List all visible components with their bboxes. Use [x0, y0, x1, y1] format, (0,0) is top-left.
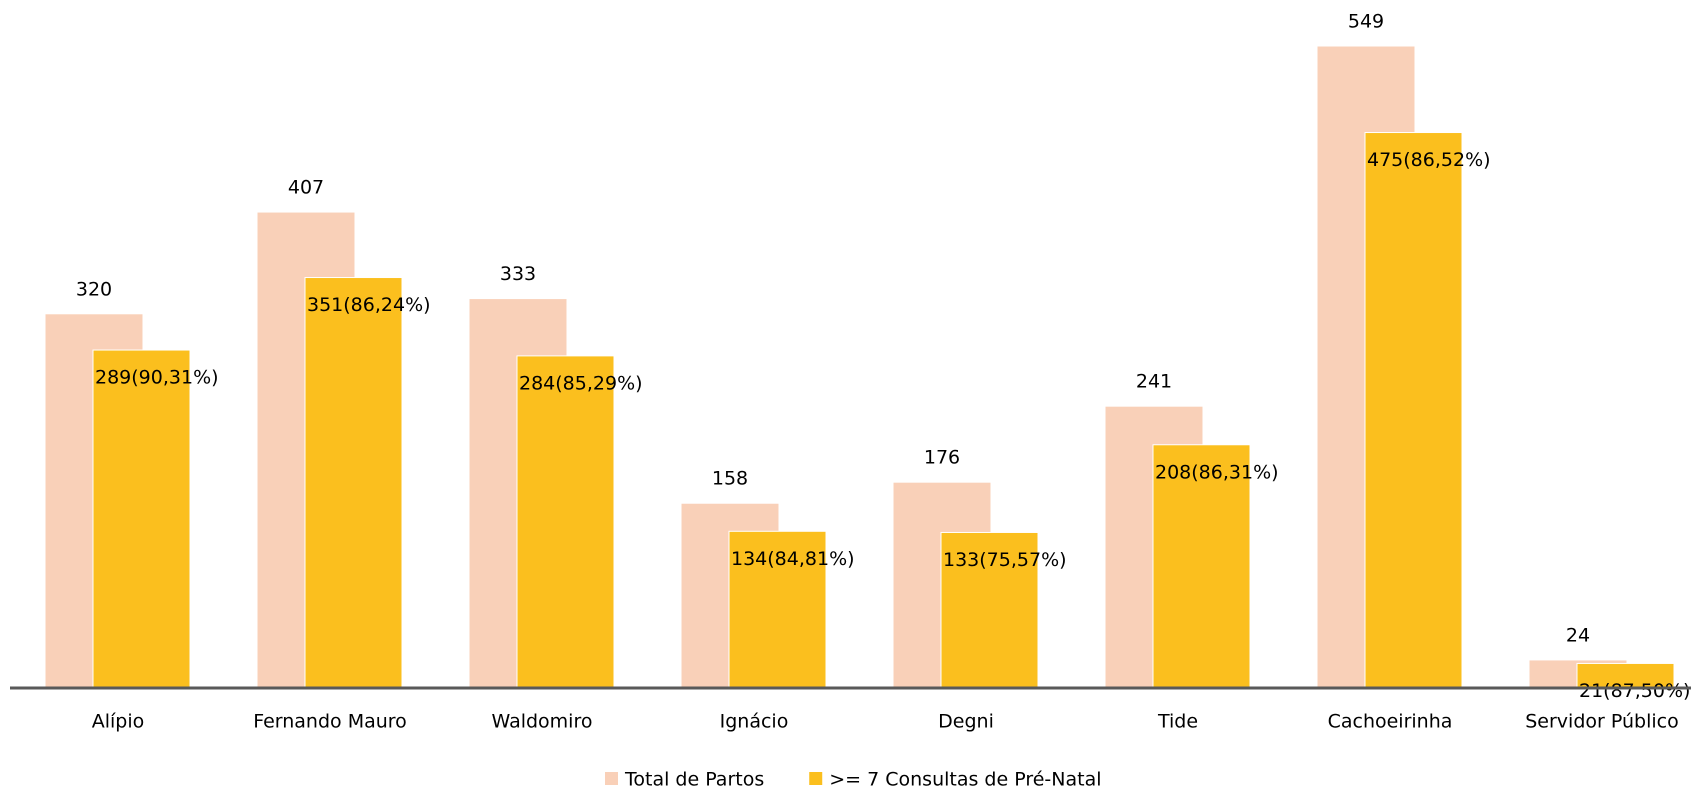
x-tick-label: Degni: [938, 711, 994, 733]
data-label: 176: [924, 447, 960, 469]
data-label: 289(90,31%): [95, 367, 219, 389]
x-tick-label: Waldomiro: [492, 711, 593, 733]
bar: [1364, 132, 1463, 689]
data-label: 134(84,81%): [731, 548, 855, 570]
bar: [1576, 662, 1675, 689]
data-label: 24: [1566, 624, 1590, 646]
data-label: 549: [1348, 11, 1384, 33]
x-tick-label: Servidor Público: [1525, 711, 1678, 733]
data-label: 333: [500, 263, 536, 285]
x-tick-label: Fernando Mauro: [253, 711, 407, 733]
bar: [92, 349, 191, 689]
data-label: 351(86,24%): [307, 294, 431, 316]
x-tick-label: Tide: [1157, 711, 1198, 733]
data-label: 284(85,29%): [519, 372, 643, 394]
data-label: 208(86,31%): [1155, 461, 1279, 483]
bar: [728, 530, 827, 689]
bar: [516, 355, 615, 689]
legend-swatch: [809, 772, 823, 785]
data-label: 320: [76, 278, 112, 300]
legend-swatch: [605, 772, 618, 785]
x-tick-label: Alípio: [92, 711, 145, 733]
data-label: 21(87,50%): [1579, 680, 1690, 702]
data-label: 475(86,52%): [1367, 149, 1491, 171]
data-label: 133(75,57%): [943, 549, 1067, 571]
data-label: 158: [712, 468, 748, 490]
data-label: 241: [1136, 371, 1172, 393]
data-label: 407: [288, 177, 324, 199]
legend-label: Total de Partos: [624, 769, 764, 790]
bar: [304, 277, 403, 689]
x-tick-label: Ignácio: [720, 711, 789, 733]
legend-label: >= 7 Consultas de Pré-Natal: [829, 769, 1101, 790]
x-tick-label: Cachoeirinha: [1328, 711, 1453, 733]
